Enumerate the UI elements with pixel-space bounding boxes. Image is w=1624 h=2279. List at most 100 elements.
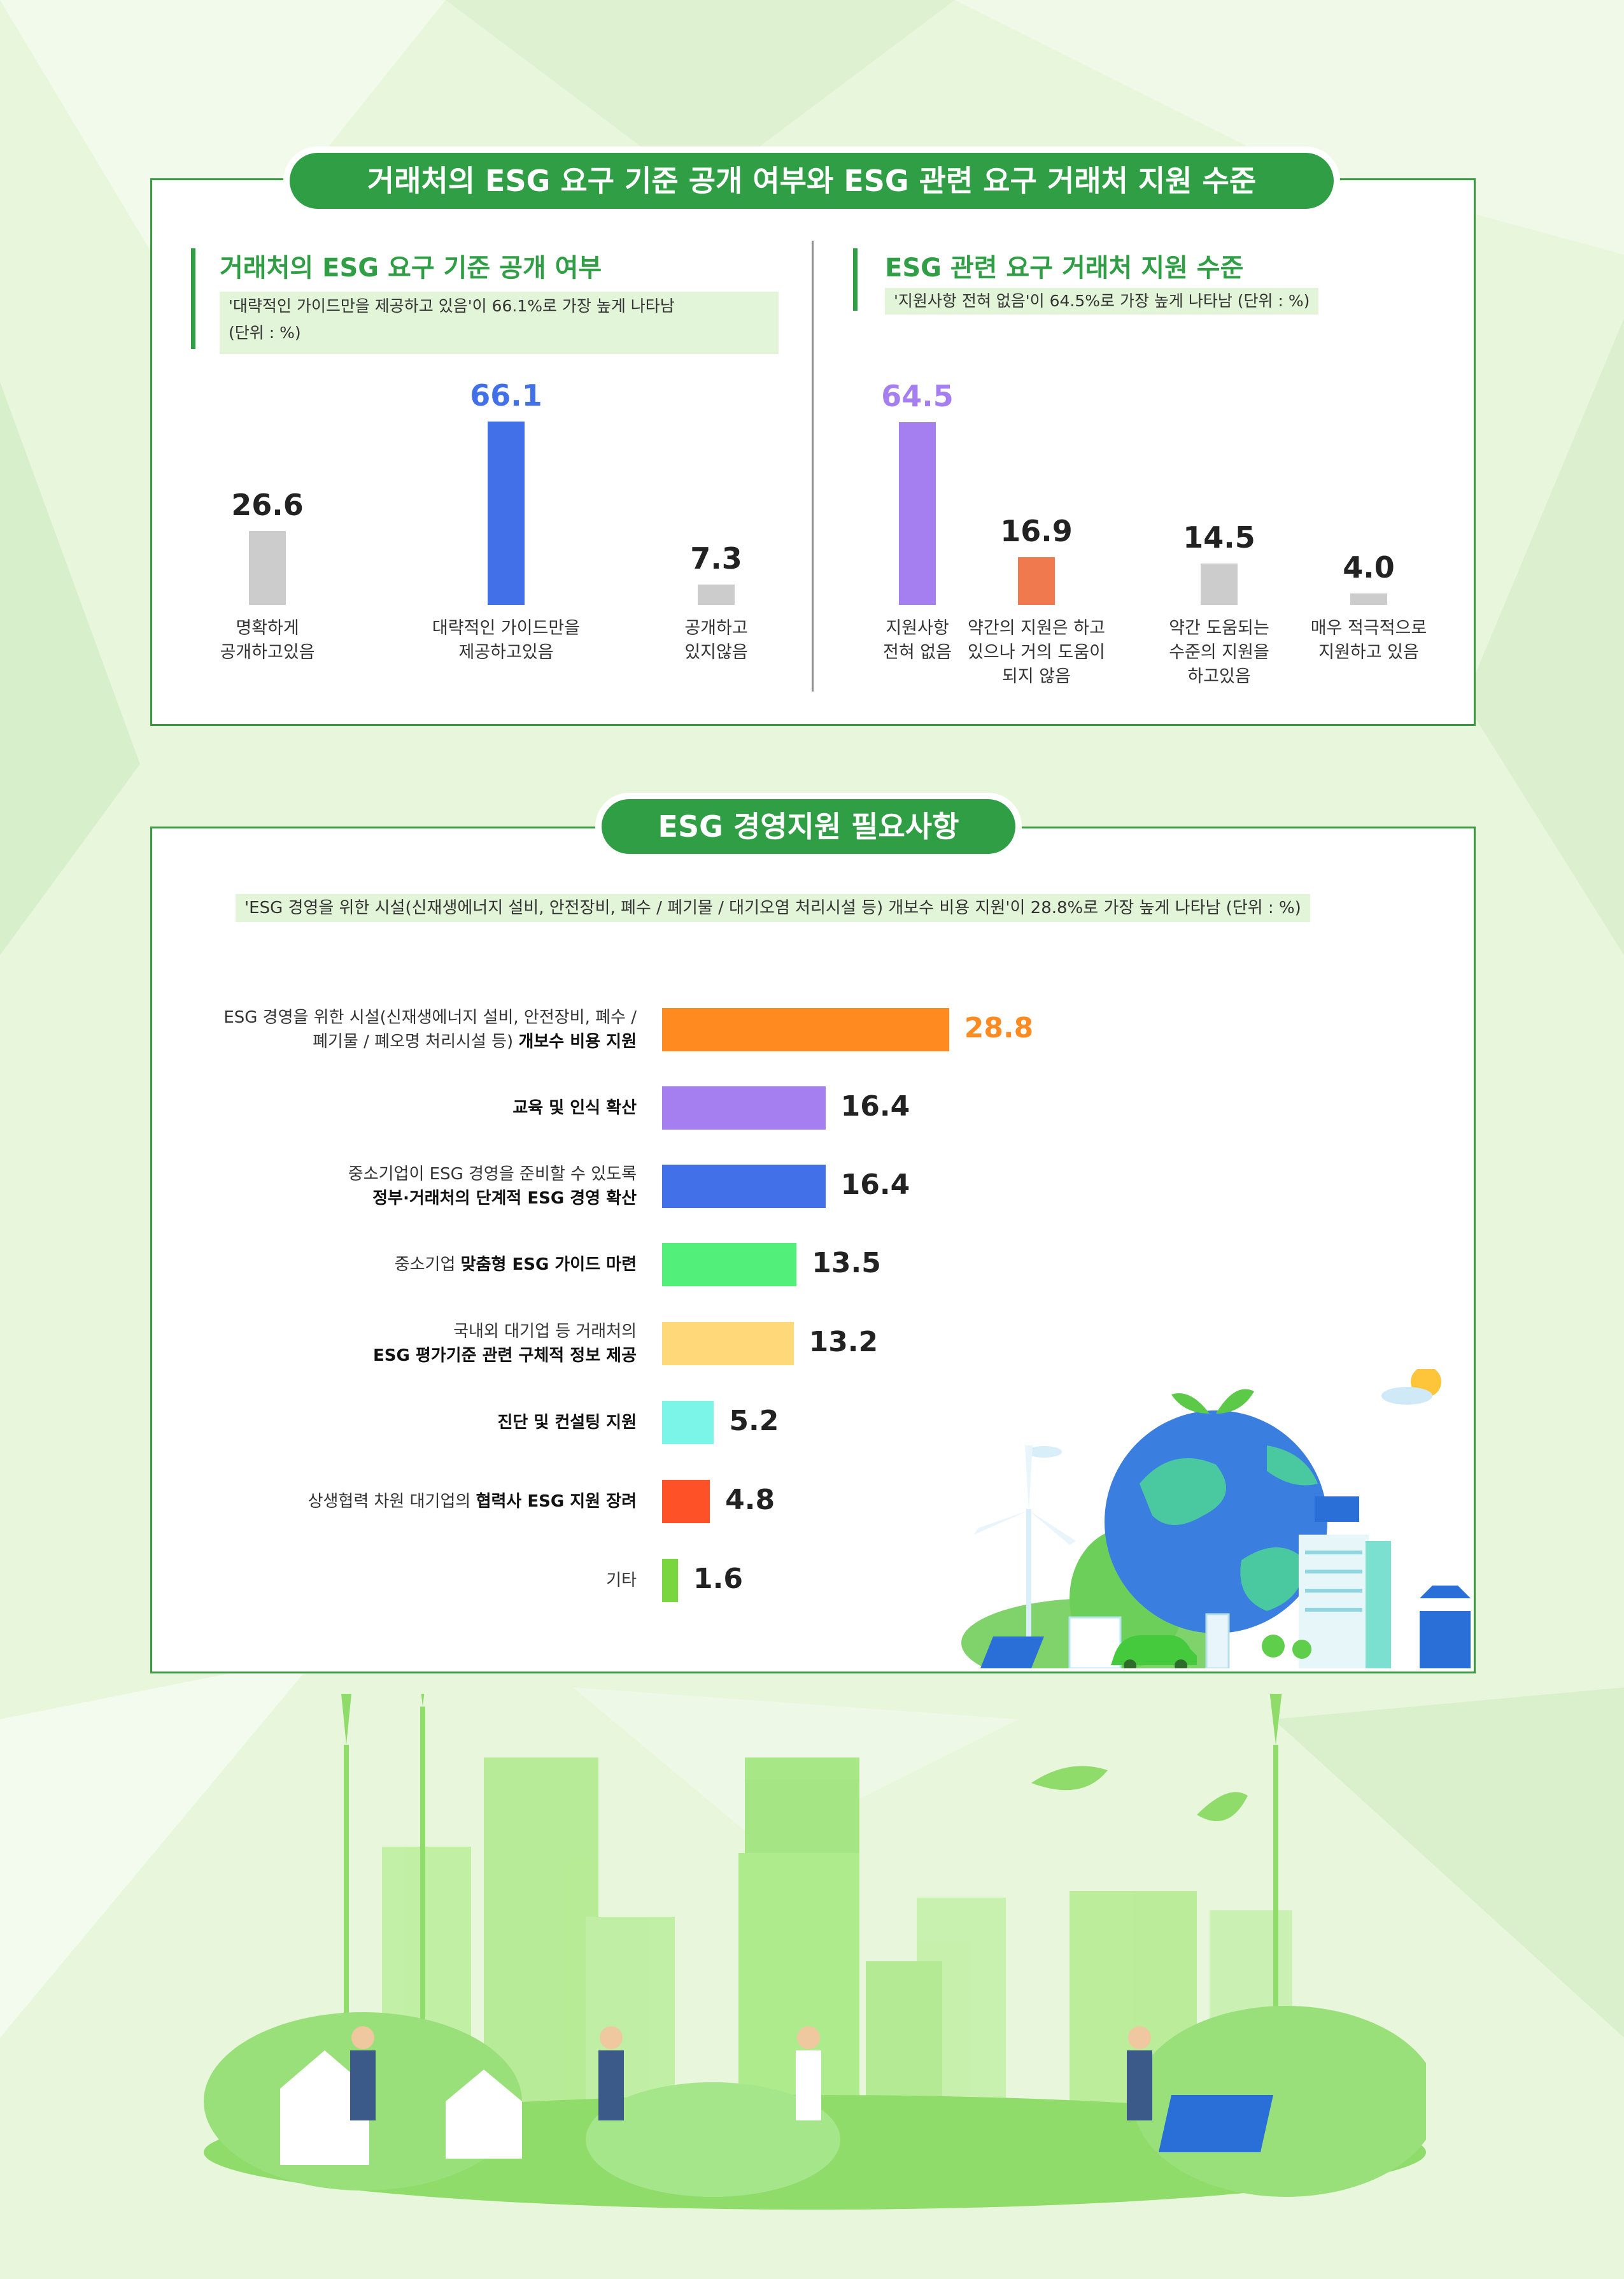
- h-bar-6: [662, 1480, 710, 1523]
- h-category-label-7: 기타: [89, 1568, 637, 1593]
- h-value-label-6: 4.8: [725, 1484, 775, 1516]
- h-category-line-4-1: ESG 평가기준 관련 구체적 정보 제공: [89, 1344, 637, 1368]
- h-bar-5: [662, 1401, 714, 1444]
- globe-icon: [1105, 1389, 1327, 1633]
- right-chart-category-line-3-0: 매우 적극적으로: [1310, 618, 1427, 638]
- h-category-bold-4-1: ESG 평가기준 관련 구체적 정보 제공: [372, 1346, 637, 1365]
- left-chart-category-line-1-1: 제공하고있음: [458, 643, 554, 662]
- right-chart-category-line-1-0: 약간의 지원은 하고: [968, 618, 1105, 638]
- section2-note: 'ESG 경영을 위한 시설(신재생에너지 설비, 안전장비, 폐수 / 폐기물…: [236, 894, 1310, 922]
- h-value-label-5: 5.2: [729, 1405, 779, 1437]
- right-chart-bar-2: [1201, 564, 1238, 605]
- h-category-line-3-0: 중소기업 맞춤형 ESG 가이드 마련: [89, 1253, 637, 1277]
- chart-divider: [812, 241, 814, 692]
- electric-car-icon: [1111, 1635, 1197, 1668]
- h-bar-4: [662, 1322, 794, 1365]
- h-category-plain-3-0: 중소기업: [394, 1255, 461, 1274]
- right-chart-value-label-0: 64.5: [881, 378, 954, 413]
- h-category-bold-1-0: 교육 및 인식 확산: [512, 1098, 637, 1118]
- h-value-label-2: 16.4: [840, 1168, 910, 1201]
- right-chart-category-line-2-1: 수준의 지원을: [1169, 643, 1269, 662]
- wind-turbine-icon: [341, 1694, 1282, 2140]
- green-city-illustration: [204, 1694, 1426, 2210]
- left-chart-bar-2: [698, 585, 735, 605]
- right-chart-bar-1: [1018, 557, 1055, 605]
- left-chart-category-line-0-0: 명확하게: [236, 618, 299, 638]
- right-chart-category-line-0-0: 지원사항: [886, 618, 949, 638]
- solar-panel-icon: [980, 1636, 1044, 1668]
- left-chart-category-line-0-1: 공개하고있음: [220, 643, 315, 662]
- left-chart-category-line-2-0: 공개하고: [684, 618, 748, 638]
- h-value-label-0: 28.8: [964, 1012, 1034, 1044]
- h-category-label-1: 교육 및 인식 확산: [89, 1096, 637, 1120]
- h-category-line-1-0: 교육 및 인식 확산: [89, 1096, 637, 1120]
- right-chart-note: '지원사항 전혀 없음'이 64.5%로 가장 높게 나타남 (단위 : %): [885, 288, 1319, 315]
- h-category-line-7-0: 기타: [89, 1568, 637, 1593]
- h-bar-0: [662, 1008, 949, 1051]
- h-category-bold-0-1: 개보수 비용 지원: [518, 1032, 637, 1051]
- leaf-icon: [1031, 1766, 1248, 1821]
- right-chart-value-label-2: 14.5: [1183, 520, 1255, 555]
- left-chart-category-line-2-1: 있지않음: [684, 643, 748, 662]
- left-note-line2: (단위 : %): [229, 323, 301, 342]
- h-category-plain-4-0: 국내외 대기업 등 거래처의: [453, 1322, 637, 1341]
- h-bar-3: [662, 1243, 797, 1286]
- wind-turbine-icon: [974, 1445, 1076, 1636]
- h-value-label-1: 16.4: [840, 1090, 910, 1123]
- left-chart-title: 거래처의 ESG 요구 기준 공개 여부: [220, 253, 602, 283]
- section1-title: 거래처의 ESG 요구 기준 공개 여부와 ESG 관련 요구 거래처 지원 수…: [290, 153, 1334, 209]
- left-chart-value-label-0: 26.6: [231, 488, 304, 523]
- right-chart-category-line-1-1: 있으나 거의 도움이: [968, 643, 1105, 662]
- section2-title: ESG 경영지원 필요사항: [602, 799, 1015, 854]
- left-chart-value-label-2: 7.3: [690, 541, 742, 576]
- right-chart-category-line-3-1: 지원하고 있음: [1318, 643, 1419, 662]
- left-chart-category-line-1-0: 대략적인 가이드만을: [432, 618, 581, 638]
- left-chart-bar-0: [249, 531, 286, 605]
- right-chart-bar-0: [899, 422, 936, 605]
- h-category-line-2-1: 정부·거래처의 단계적 ESG 경영 확산: [89, 1186, 637, 1210]
- h-category-label-0: ESG 경영을 위한 시설(신재생에너지 설비, 안전장비, 폐수 / 폐기물 /…: [89, 1005, 637, 1054]
- h-category-label-5: 진단 및 컨설팅 지원: [89, 1410, 637, 1435]
- h-category-bold-3-0: 맞춤형 ESG 가이드 마련: [460, 1255, 637, 1274]
- h-value-label-7: 1.6: [693, 1563, 743, 1595]
- h-category-line-0-1: 폐기물 / 폐오명 처리시설 등) 개보수 비용 지원: [89, 1030, 637, 1054]
- person-icon: [350, 2026, 1152, 2120]
- left-chart-note: '대략적인 가이드만을 제공하고 있음'이 66.1%로 가장 높게 나타남 (…: [220, 292, 779, 354]
- h-category-label-2: 중소기업이 ESG 경영을 준비할 수 있도록 정부·거래처의 단계적 ESG 경…: [89, 1162, 637, 1210]
- right-chart-category-line-2-2: 하고있음: [1187, 667, 1251, 686]
- h-value-label-3: 13.5: [812, 1247, 881, 1279]
- right-chart-category-line-0-1: 전혀 없음: [883, 643, 952, 662]
- h-value-label-4: 13.2: [808, 1326, 879, 1358]
- h-category-bold-6-0: 협력사 ESG 지원 장려: [476, 1492, 637, 1511]
- right-chart-value-label-1: 16.9: [1000, 513, 1073, 548]
- house-icon: [280, 2050, 522, 2165]
- sun-icon: [1381, 1369, 1441, 1405]
- right-chart-category-line-1-2: 되지 않음: [1002, 667, 1071, 686]
- h-category-bold-5-0: 진단 및 컨설팅 지원: [497, 1413, 637, 1432]
- right-chart-bar-3: [1350, 593, 1387, 605]
- h-category-label-3: 중소기업 맞춤형 ESG 가이드 마련: [89, 1253, 637, 1277]
- h-category-line-2-0: 중소기업이 ESG 경영을 준비할 수 있도록: [89, 1162, 637, 1186]
- h-category-line-5-0: 진단 및 컨설팅 지원: [89, 1410, 637, 1435]
- h-category-line-4-0: 국내외 대기업 등 거래처의: [89, 1319, 637, 1344]
- h-category-plain-0-0: ESG 경영을 위한 시설(신재생에너지 설비, 안전장비, 폐수 /: [223, 1008, 637, 1027]
- h-category-label-6: 상생협력 차원 대기업의 협력사 ESG 지원 장려: [89, 1489, 637, 1514]
- eco-city-illustration: [961, 1369, 1471, 1668]
- h-category-plain-0-1: 폐기물 / 폐오명 처리시설 등): [313, 1032, 519, 1051]
- right-chart-value-label-3: 4.0: [1343, 550, 1395, 585]
- h-bar-1: [662, 1086, 826, 1130]
- left-chart-value-label-1: 66.1: [470, 378, 542, 413]
- left-chart-bar-1: [488, 422, 525, 605]
- right-chart-title: ESG 관련 요구 거래처 지원 수준: [885, 253, 1244, 283]
- right-chart-category-line-2-0: 약간 도움되는: [1169, 618, 1269, 638]
- h-bar-7: [662, 1559, 679, 1602]
- h-category-line-6-0: 상생협력 차원 대기업의 협력사 ESG 지원 장려: [89, 1489, 637, 1514]
- h-category-plain-6-0: 상생협력 차원 대기업의: [307, 1492, 476, 1511]
